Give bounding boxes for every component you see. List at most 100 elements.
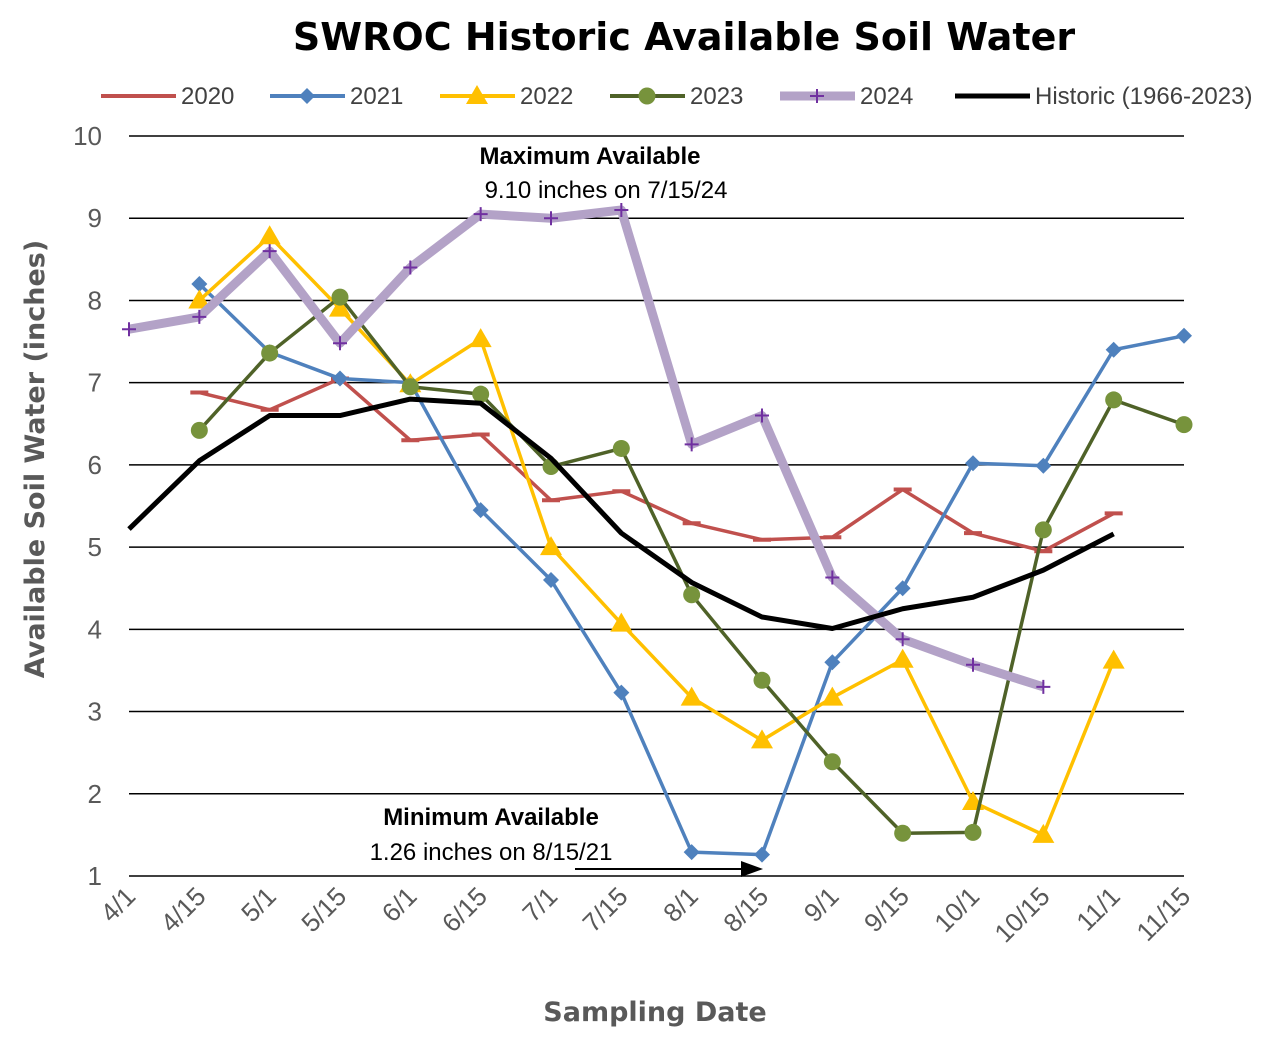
data-point: [683, 844, 700, 861]
data-point: [1032, 823, 1055, 843]
data-point: [684, 437, 699, 452]
legend-label: 2020: [181, 83, 234, 110]
x-axis-ticks: 4/1 4/15 5/1 5/15 6/1 6/15 7/1 7/15 8/1 8/15 9/1 9/…: [94, 881, 1196, 948]
data-point: [331, 288, 349, 306]
data-point: [192, 309, 207, 324]
data-point: [258, 225, 281, 245]
data-point: [1176, 327, 1192, 344]
y-tick-label: 7: [88, 368, 102, 398]
data-point: [966, 657, 980, 672]
data-point: [614, 203, 629, 217]
data-point: [895, 632, 910, 647]
legend-marker: [466, 85, 488, 104]
data-point: [751, 729, 773, 749]
series-line: [128, 205, 1045, 692]
y-tick-label: 9: [88, 203, 102, 233]
data-point: [610, 612, 633, 632]
data-point: [1036, 679, 1051, 694]
data-point: [965, 455, 981, 472]
data-point: [122, 322, 136, 337]
data-point: [823, 753, 841, 771]
y-axis-title: Available Soil Water (inches): [20, 240, 51, 678]
legend-label: 2023: [690, 83, 743, 110]
data-point: [190, 421, 208, 439]
legend-item: 2021: [270, 83, 403, 110]
y-tick-label: 3: [88, 697, 102, 727]
series-line: [198, 282, 1185, 857]
data-point: [612, 439, 630, 457]
y-tick-label: 1: [88, 861, 102, 891]
series-line: [198, 376, 1115, 553]
max-annotation-title: Maximum Available: [480, 143, 701, 170]
legend-marker: [638, 87, 656, 105]
data-point: [1102, 649, 1125, 669]
data-point: [332, 370, 348, 387]
series-line: [198, 234, 1116, 837]
data-point: [188, 289, 211, 309]
data-point: [1105, 391, 1123, 409]
legend-item: 2023: [610, 83, 743, 110]
y-tick-label: 6: [88, 450, 102, 480]
x-tick-label: 8/1: [657, 881, 704, 928]
x-tick-label: 8/15: [717, 881, 774, 938]
series-group: [122, 203, 1193, 863]
data-point: [683, 586, 701, 604]
data-point: [329, 297, 351, 317]
y-tick-label: 4: [88, 614, 102, 644]
data-point: [613, 684, 630, 701]
x-tick-label: 11/15: [1130, 881, 1196, 947]
max-annotation-text: 9.10 inches on 7/15/24: [485, 177, 728, 204]
data-point: [891, 648, 914, 668]
data-point: [754, 846, 770, 863]
data-point: [1105, 341, 1122, 358]
legend-item: Historic (1966-2023): [955, 83, 1252, 110]
data-point: [824, 654, 841, 671]
legend-label: Historic (1966-2023): [1035, 83, 1252, 110]
data-point: [894, 580, 911, 597]
data-point: [825, 570, 840, 585]
series-2022: [188, 225, 1125, 843]
legend-label: 2024: [860, 83, 913, 110]
data-point: [403, 260, 418, 275]
data-point: [472, 385, 490, 403]
data-point: [261, 344, 279, 362]
data-point: [544, 211, 558, 226]
data-point: [894, 824, 912, 842]
x-tick-label: 11/1: [1070, 881, 1126, 937]
series-2020: [190, 376, 1123, 554]
series-2024: [122, 203, 1051, 694]
data-point: [543, 572, 559, 588]
x-tick-label: 7/1: [516, 881, 563, 928]
data-point: [1034, 521, 1052, 539]
data-point: [680, 686, 703, 706]
data-point: [1035, 457, 1052, 474]
data-point: [472, 502, 489, 519]
y-tick-label: 5: [88, 532, 102, 562]
chart-title: SWROC Historic Available Soil Water: [293, 15, 1075, 59]
y-tick-label: 8: [88, 285, 102, 315]
x-tick-label: 4/15: [155, 881, 212, 938]
x-tick-label: 10/1: [928, 881, 985, 938]
x-tick-label: 6/1: [376, 881, 423, 928]
x-axis-title: Sampling Date: [543, 997, 766, 1028]
data-point: [469, 328, 492, 348]
legend: 2020 2021 2022 2023 2024 Historic (1966-2023): [101, 83, 1252, 110]
y-axis-ticks: 1 2 3 4 5 6 7 8 9 10: [73, 121, 102, 891]
legend-label: 2021: [350, 83, 403, 110]
legend-item: 2024: [780, 83, 913, 110]
series-line: [127, 396, 1115, 632]
x-tick-label: 5/1: [235, 881, 282, 928]
min-annotation-text: 1.26 inches on 8/15/21: [370, 839, 613, 866]
x-tick-label: 6/15: [436, 881, 493, 938]
series-historic: [127, 396, 1115, 632]
x-tick-label: 9/15: [858, 881, 915, 938]
min-annotation-arrowhead: [741, 861, 763, 877]
legend-label: 2022: [520, 83, 573, 110]
data-point: [473, 207, 488, 222]
y-tick-label: 2: [88, 779, 102, 809]
data-point: [821, 686, 844, 706]
data-point: [753, 671, 771, 689]
data-point: [262, 244, 277, 259]
data-point: [755, 408, 769, 423]
min-annotation: Minimum Available 1.26 inches on 8/15/21: [370, 804, 763, 877]
